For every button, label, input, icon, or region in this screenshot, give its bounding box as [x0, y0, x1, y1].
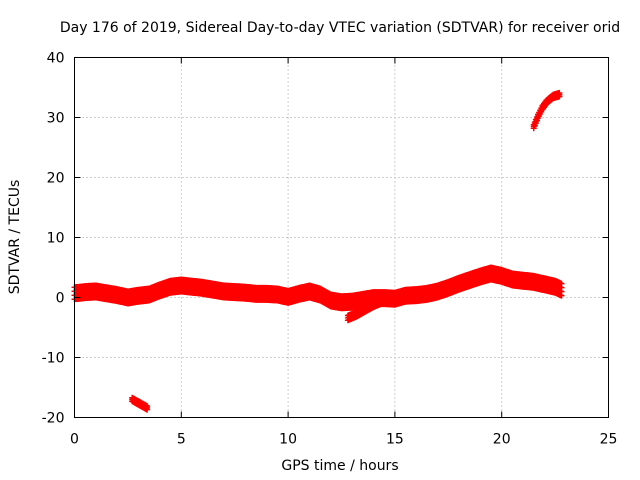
series-segment-near-3h: [129, 394, 151, 413]
data-point: [558, 280, 565, 287]
grid-lines: [74, 57, 609, 418]
data-point: [144, 403, 151, 410]
y-axis-label: SDTVAR / TECUs: [7, 180, 23, 295]
axis-ticks: 0 5 10 15 20 25 -20 -10 0 10 20 30 40: [42, 51, 618, 448]
chart-title: Day 176 of 2019, Sidereal Day-to-day VTE…: [60, 20, 620, 36]
series-segment-near-22h: [530, 89, 563, 132]
x-tick-label: 25: [600, 432, 618, 448]
x-tick-label: 0: [70, 432, 79, 448]
y-tick-label: 40: [47, 51, 65, 67]
data-points: [71, 89, 565, 413]
series-main-band: [71, 264, 565, 312]
y-tick-label: 10: [47, 231, 65, 247]
x-tick-label: 15: [386, 432, 404, 448]
data-point: [379, 295, 386, 302]
y-tick-label: 30: [47, 111, 65, 127]
series-branch-near-13h: [344, 295, 386, 324]
x-axis-label: GPS time / hours: [281, 458, 398, 474]
y-tick-label: -20: [42, 411, 65, 427]
y-tick-label: 0: [56, 291, 65, 307]
x-tick-label: 10: [279, 432, 297, 448]
y-tick-label: 20: [47, 171, 65, 187]
x-tick-label: 20: [493, 432, 511, 448]
y-tick-label: -10: [42, 351, 65, 367]
x-tick-label: 5: [177, 432, 186, 448]
data-point: [556, 89, 563, 96]
